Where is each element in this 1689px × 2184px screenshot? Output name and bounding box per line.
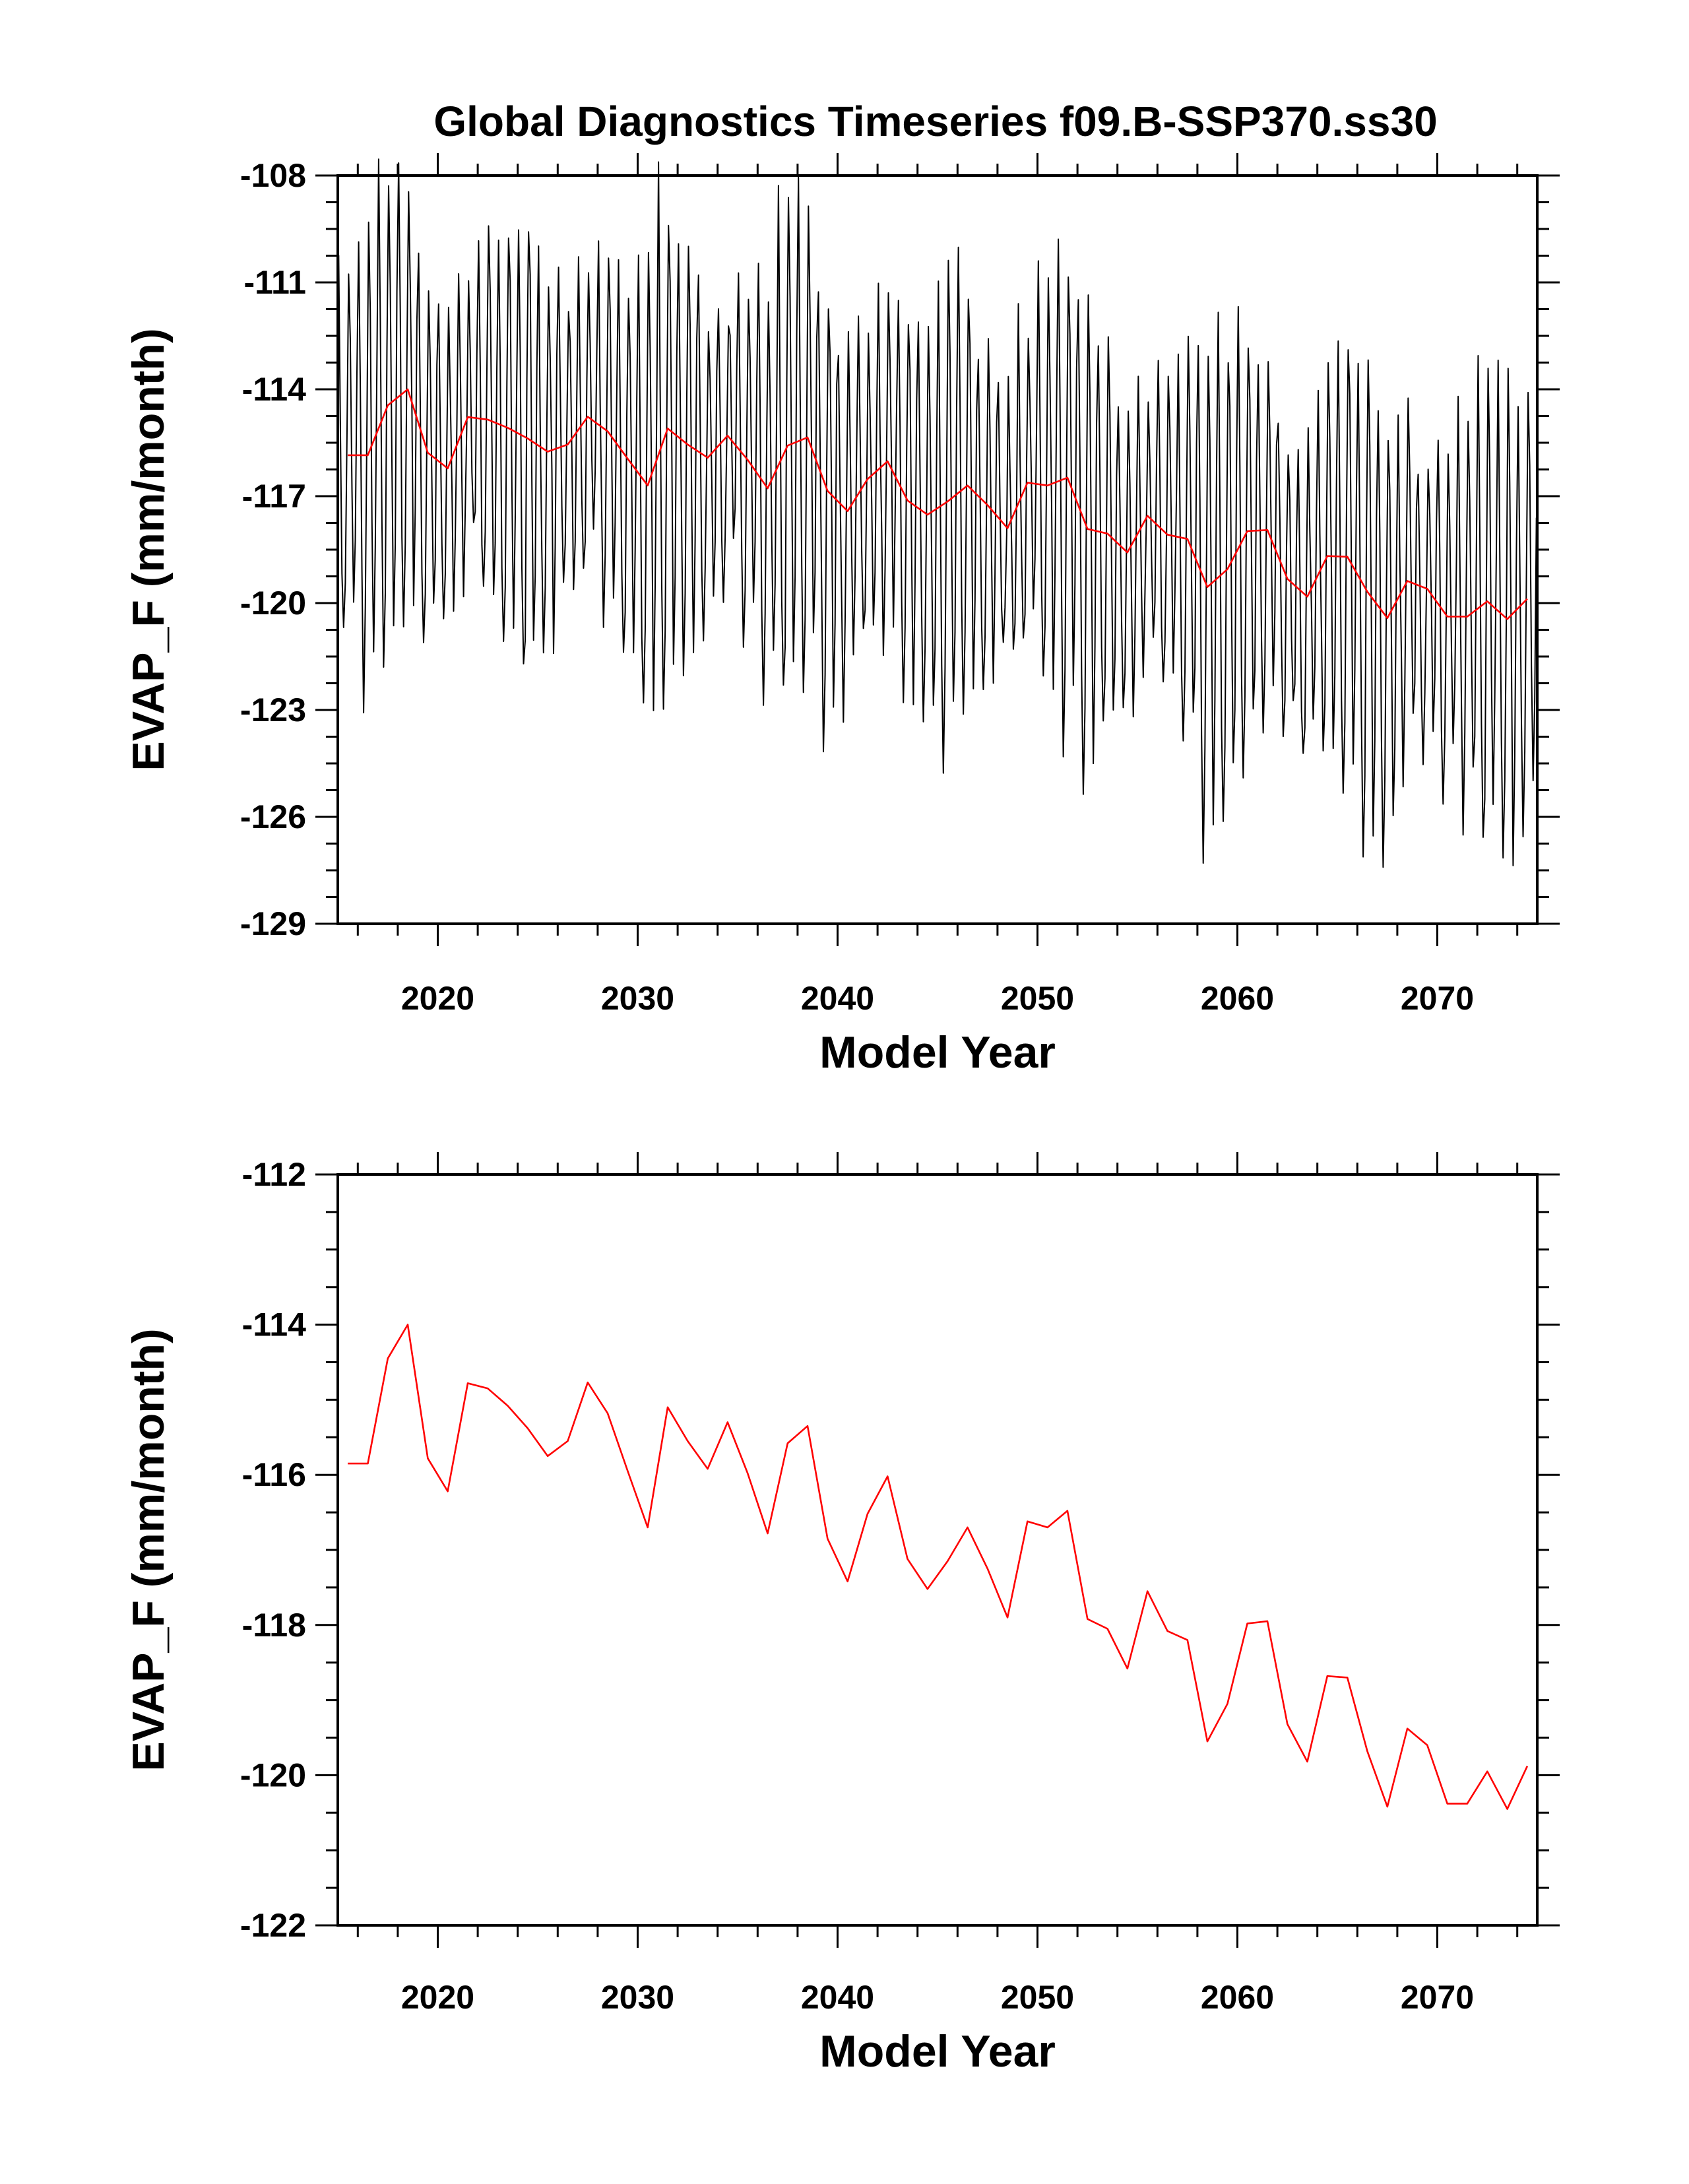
top-y-axis-label: EVAP_F (mm/month) xyxy=(123,328,174,771)
bottom-x-tick-label: 2060 xyxy=(1201,1979,1274,2016)
top-x-tick-label: 2030 xyxy=(601,980,674,1017)
bottom-x-tick-label: 2030 xyxy=(601,1979,674,2016)
top-y-tick-label: -108 xyxy=(240,157,306,194)
bottom-y-tick-label: -120 xyxy=(240,1756,306,1793)
top-x-axis-label: Model Year xyxy=(819,1027,1056,1077)
bottom-y-tick-label: -122 xyxy=(240,1907,306,1944)
top-y-tick-label: -123 xyxy=(240,691,306,728)
bottom-y-tick-label: -114 xyxy=(242,1306,307,1343)
bottom-y-tick-label: -118 xyxy=(242,1607,306,1644)
bottom-plot-frame xyxy=(336,1173,1539,1927)
top-x-tick-label: 2050 xyxy=(1001,980,1074,1017)
top-y-tick-label: -126 xyxy=(240,798,306,835)
bottom-y-tick-label: -116 xyxy=(242,1456,306,1493)
figure-title: Global Diagnostics Timeseries f09.B-SSP3… xyxy=(433,98,1437,145)
top-y-tick-label: -111 xyxy=(243,264,306,301)
bottom-y-axis-label: EVAP_F (mm/month) xyxy=(123,1328,174,1771)
bottom-x-tick-label: 2050 xyxy=(1001,1979,1074,2016)
top-annual-mean-line xyxy=(348,388,1528,620)
bottom-panel: -112 -114 -116 -118 -120 -122 2020 2030 2040 2050… xyxy=(123,1152,1560,2076)
top-monthly-series-line xyxy=(338,158,1537,868)
top-panel: -108 -111 -114 -117 -120 -123 -126 -129 2020 2030… xyxy=(123,153,1560,1077)
top-x-tick-label: 2040 xyxy=(801,980,874,1017)
bottom-x-tick-label: 2070 xyxy=(1401,1979,1474,2016)
top-x-tick-label: 2070 xyxy=(1401,980,1474,1017)
top-y-tick-label: -129 xyxy=(240,905,306,942)
top-y-tick-label: -117 xyxy=(242,478,306,515)
bottom-y-tick-label: -112 xyxy=(242,1156,306,1193)
bottom-x-tick-label: 2020 xyxy=(401,1979,474,2016)
top-x-tick-label: 2060 xyxy=(1201,980,1274,1017)
bottom-x-tick-label: 2040 xyxy=(801,1979,874,2016)
bottom-annual-mean-line xyxy=(348,1324,1529,1810)
bottom-x-axis-label: Model Year xyxy=(819,2026,1056,2076)
top-plot-frame xyxy=(336,174,1539,925)
top-x-tick-label: 2020 xyxy=(401,980,474,1017)
top-y-tick-label: -120 xyxy=(240,585,306,622)
top-y-tick-label: -114 xyxy=(242,371,307,408)
